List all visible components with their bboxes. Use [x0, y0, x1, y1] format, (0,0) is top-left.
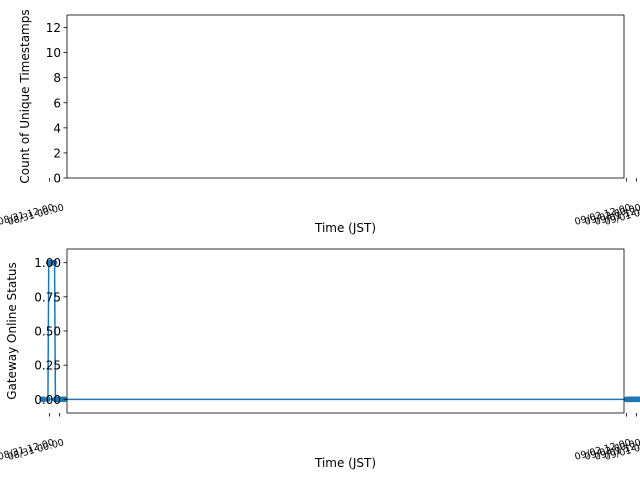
data-point: [45, 259, 52, 266]
y-tick-label: 2: [53, 146, 61, 160]
y-tick-label: 12: [46, 21, 61, 35]
y-tick-label: 0.50: [34, 325, 61, 339]
y-tick-label: 6: [53, 96, 61, 110]
x-axis-label: Time (JST): [314, 456, 376, 470]
y-tick-label: 0.00: [34, 393, 61, 407]
x-tick-label: 08/31 12:00: [0, 437, 55, 463]
plot-frame: [66, 248, 625, 414]
y-tick-label: 10: [46, 46, 61, 60]
y-tick-label: 8: [53, 71, 61, 85]
y-tick-label: 4: [53, 121, 61, 135]
data-point: [52, 396, 59, 403]
y-tick-label: 0: [53, 172, 61, 186]
y-tick-label: 0.75: [34, 290, 61, 304]
series-line: [41, 261, 640, 401]
y-axis-label: Gateway Online Status: [5, 262, 19, 400]
x-axis-label: Time (JST): [314, 221, 376, 235]
data-point: [623, 396, 630, 403]
y-tick-label: 0.25: [34, 359, 61, 373]
x-tick-label: 08/31 12:00: [0, 202, 55, 228]
plot-frame: [66, 14, 625, 179]
y-tick-label: 1.00: [34, 256, 61, 270]
y-axis-label: Count of Unique Timestamps: [18, 9, 32, 183]
data-point: [39, 396, 45, 403]
